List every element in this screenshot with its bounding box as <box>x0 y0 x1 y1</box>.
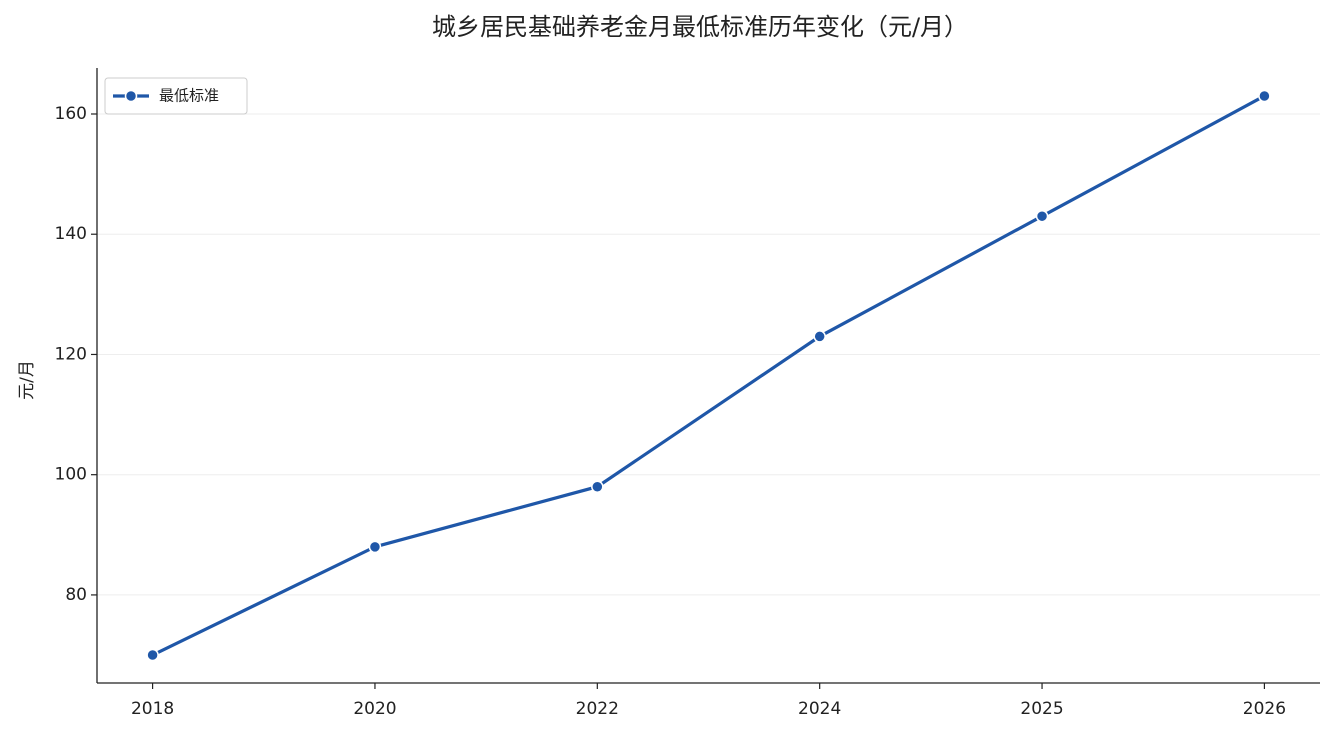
x-tick-label: 2020 <box>353 699 396 719</box>
legend-label: 最低标准 <box>159 87 219 105</box>
point <box>146 648 159 662</box>
point <box>1035 209 1049 223</box>
x-tick-label: 2025 <box>1020 699 1063 719</box>
line <box>151 94 1266 657</box>
y-tick-label: 120 <box>55 344 87 364</box>
y-tick-label: 100 <box>55 465 87 485</box>
y-axis-label: 元/月 <box>17 360 37 400</box>
y-tick-label: 80 <box>65 585 87 605</box>
legend-box <box>104 77 248 115</box>
x-tick-label: 2018 <box>131 699 174 719</box>
x-tick-label: 2026 <box>1243 699 1286 719</box>
chart-title: 城乡居民基础养老金月最低标准历年变化（元/月） <box>432 13 968 41</box>
x-tick-label: 2022 <box>576 699 619 719</box>
point <box>813 330 826 343</box>
x-tick-label: 2024 <box>798 699 841 719</box>
point <box>368 540 382 554</box>
y-tick-label: 140 <box>55 224 87 244</box>
point <box>591 480 604 493</box>
point <box>1258 89 1271 103</box>
y-tick-label: 160 <box>55 104 87 124</box>
legend-marker <box>124 89 138 103</box>
